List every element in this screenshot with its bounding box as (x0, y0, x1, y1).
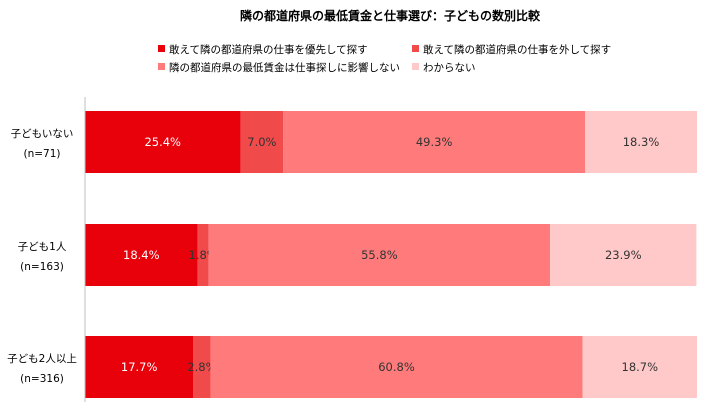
bar-segment (582, 336, 697, 398)
category-sample-size: (n=316) (20, 373, 64, 385)
bar-segment (240, 111, 284, 173)
bar-segment (85, 111, 241, 173)
data-label: 49.3% (416, 135, 453, 149)
legend-swatch (412, 63, 419, 70)
bars: 25.4% 7.0% 49.3% 18.3%18.4% 1.8% 55.8% 23.9%17… (85, 111, 697, 398)
legend-swatch (158, 63, 165, 70)
category-label: 子どもいない (11, 128, 74, 140)
data-label: 17.7% (121, 360, 158, 374)
legend: 敢えて隣の都道府県の仕事を優先して探す 敢えて隣の都道府県の仕事を外して探す隣の都… (158, 43, 611, 74)
category-sample-size: (n=163) (20, 261, 64, 273)
data-label: 55.8% (361, 248, 398, 262)
data-label: 2.8% (187, 360, 216, 374)
legend-label: 敢えて隣の都道府県の仕事を優先して探す (169, 43, 368, 56)
data-label: 23.9% (605, 248, 642, 262)
category-label: 子ども2人以上 (7, 353, 77, 365)
chart-title: 隣の都道府県の最低賃金と仕事選び：子どもの数別比較 (240, 8, 541, 23)
category-label: 子ども1人 (18, 241, 67, 253)
data-label: 18.4% (123, 248, 160, 262)
legend-label: 敢えて隣の都道府県の仕事を外して探す (423, 43, 611, 56)
bar-segment (193, 336, 211, 398)
bar-segment (550, 224, 697, 286)
bar-segment (208, 224, 551, 286)
data-label: 25.4% (144, 135, 181, 149)
bar-segment (197, 224, 209, 286)
data-label: 18.3% (623, 135, 660, 149)
legend-swatch (158, 45, 165, 52)
category-sample-size: (n=71) (23, 148, 60, 160)
legend-label: わからない (423, 62, 476, 74)
bar-segment (85, 336, 194, 398)
bar-segment (283, 111, 586, 173)
legend-label: 隣の都道府県の最低賃金は仕事探しに影響しない (169, 61, 400, 74)
bar-segment (210, 336, 583, 398)
bar-segment (585, 111, 697, 173)
data-label: 18.7% (622, 360, 659, 374)
bar-segment (85, 224, 198, 286)
data-label: 7.0% (247, 135, 276, 149)
data-label: 60.8% (378, 360, 415, 374)
category-labels: 子どもいない (n=71) 子ども1人 (n=163) 子ども2人以上 (n=316) (7, 128, 77, 385)
legend-swatch (412, 45, 419, 52)
